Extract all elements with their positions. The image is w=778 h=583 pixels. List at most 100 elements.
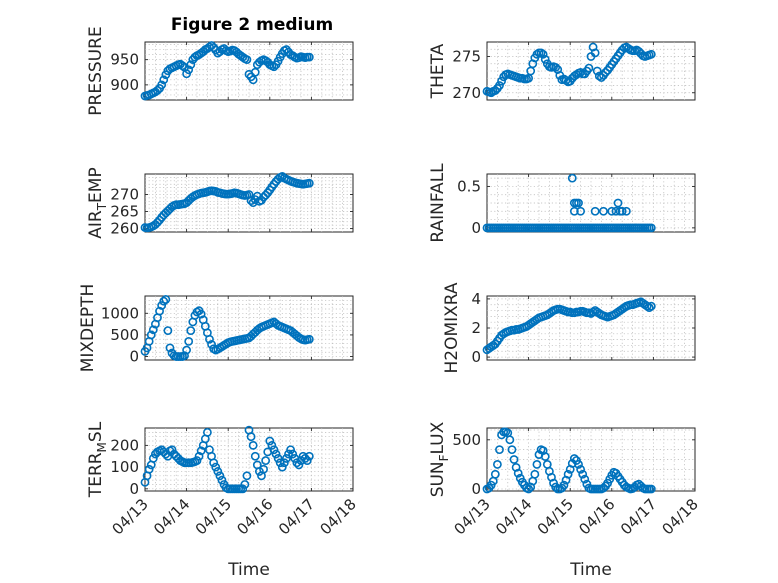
data-point bbox=[490, 86, 500, 95]
data-point bbox=[590, 48, 600, 58]
data-point bbox=[495, 445, 504, 455]
data-point bbox=[646, 484, 656, 494]
x-tick-label: 04/13 bbox=[109, 495, 152, 538]
data-point bbox=[271, 449, 281, 459]
y-tick-label: 0.5 bbox=[457, 177, 481, 195]
y-axis-label: RAINFALL bbox=[428, 163, 448, 243]
data-point bbox=[284, 449, 293, 459]
data-point bbox=[186, 60, 196, 70]
x-tick-label: 04/18 bbox=[659, 495, 702, 538]
data-point bbox=[279, 458, 289, 468]
data-point bbox=[567, 173, 577, 183]
data-point bbox=[178, 61, 187, 71]
data-point bbox=[551, 482, 561, 492]
data-point bbox=[590, 206, 600, 216]
data-point bbox=[551, 62, 561, 72]
data-point bbox=[196, 446, 206, 456]
data-point bbox=[261, 456, 271, 465]
data-point bbox=[513, 468, 523, 478]
series-markers bbox=[140, 41, 314, 101]
y-tick-label: 4 bbox=[471, 290, 481, 308]
x-axis-label: Time bbox=[227, 560, 270, 580]
data-point bbox=[304, 334, 314, 344]
data-point bbox=[492, 460, 502, 469]
data-point bbox=[611, 206, 621, 216]
data-point bbox=[601, 68, 610, 77]
data-point bbox=[505, 435, 515, 445]
data-point bbox=[217, 475, 227, 485]
data-point bbox=[532, 460, 542, 469]
data-point bbox=[275, 458, 285, 468]
series-markers bbox=[482, 173, 656, 233]
data-point bbox=[144, 464, 154, 474]
data-point bbox=[302, 456, 312, 465]
data-point bbox=[261, 190, 271, 200]
data-point bbox=[250, 67, 260, 77]
data-point bbox=[574, 460, 583, 469]
data-point bbox=[184, 337, 194, 346]
y-tick-label: 1000 bbox=[101, 304, 139, 322]
data-point bbox=[267, 440, 277, 450]
y-tick-label: 0 bbox=[129, 480, 139, 498]
series-markers bbox=[140, 295, 314, 361]
data-point bbox=[215, 471, 225, 481]
data-point bbox=[304, 52, 314, 62]
data-point bbox=[209, 458, 219, 468]
data-point bbox=[165, 343, 175, 353]
series-markers bbox=[140, 425, 314, 494]
data-point bbox=[597, 73, 606, 82]
y-axis-label: AIRTEMP bbox=[86, 167, 109, 238]
data-point bbox=[540, 452, 550, 461]
data-point bbox=[269, 62, 279, 72]
data-point bbox=[294, 460, 304, 470]
data-point bbox=[569, 454, 579, 463]
x-tick-label: 04/14 bbox=[150, 495, 193, 538]
data-point bbox=[153, 86, 162, 95]
data-point bbox=[607, 206, 617, 216]
data-point bbox=[584, 63, 594, 73]
y-axis-label: THETA bbox=[428, 43, 448, 99]
data-point bbox=[155, 306, 164, 316]
x-tick-label: 04/14 bbox=[492, 495, 535, 538]
y-axis-label: TERRMSL bbox=[86, 421, 109, 498]
data-point bbox=[184, 65, 194, 75]
data-point bbox=[277, 462, 287, 472]
data-point bbox=[265, 436, 275, 446]
y-tick-label: 900 bbox=[110, 76, 139, 94]
y-tick-label: 200 bbox=[110, 436, 139, 454]
data-point bbox=[273, 454, 283, 463]
data-point bbox=[196, 309, 206, 319]
data-point bbox=[563, 469, 573, 479]
y-tick-label: 500 bbox=[452, 431, 481, 449]
y-tick-label: 270 bbox=[110, 185, 139, 203]
data-point bbox=[580, 474, 590, 484]
data-point bbox=[242, 471, 252, 481]
data-point bbox=[259, 464, 268, 474]
data-point bbox=[569, 206, 579, 216]
data-point bbox=[509, 455, 519, 464]
y-tick-label: 270 bbox=[452, 84, 481, 102]
data-point bbox=[286, 445, 295, 455]
data-point bbox=[250, 451, 260, 461]
x-tick-label: 04/15 bbox=[534, 495, 577, 538]
data-point bbox=[304, 178, 314, 188]
y-tick-label: 0 bbox=[471, 219, 481, 237]
y-axis-label: PRESSURE bbox=[86, 26, 106, 115]
data-point bbox=[490, 469, 500, 479]
data-point bbox=[182, 345, 191, 355]
data-point bbox=[161, 295, 171, 304]
data-point bbox=[497, 76, 506, 86]
x-tick-label: 04/16 bbox=[575, 495, 618, 538]
data-point bbox=[157, 301, 167, 310]
data-point bbox=[159, 75, 169, 85]
data-point bbox=[180, 351, 189, 361]
data-point bbox=[240, 480, 250, 489]
data-point bbox=[599, 206, 608, 216]
data-point bbox=[159, 296, 169, 306]
data-point bbox=[540, 55, 550, 64]
x-axis-label: Time bbox=[569, 560, 612, 580]
